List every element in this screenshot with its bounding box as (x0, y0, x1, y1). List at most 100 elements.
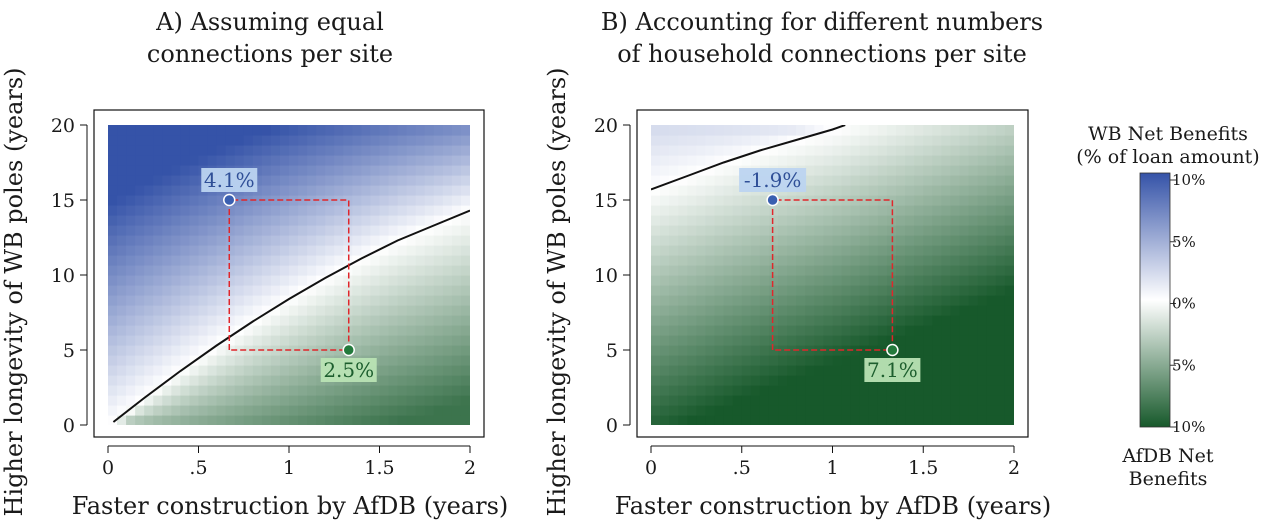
heatmap-cell (732, 345, 743, 356)
heatmap-cell (234, 255, 245, 266)
heatmap-cell (460, 255, 470, 266)
heatmap-cell (216, 295, 227, 306)
heatmap-cell (850, 415, 861, 425)
heatmap-cell (144, 275, 154, 286)
heatmap-cell (361, 145, 372, 156)
heatmap-cell (126, 275, 136, 286)
heatmap-cell (950, 285, 961, 296)
heatmap-cell (859, 345, 870, 356)
heatmap-cell (424, 215, 435, 226)
heatmap-cell (352, 385, 362, 396)
heatmap-cell (289, 235, 299, 246)
heatmap-cell (243, 265, 254, 276)
heatmap-cell (307, 135, 317, 146)
heatmap-cell (805, 245, 815, 256)
heatmap-cell (252, 185, 263, 196)
heatmap-cell (117, 385, 127, 396)
heatmap-cell (805, 315, 815, 326)
heatmap-cell (388, 415, 399, 425)
heatmap-cell (714, 375, 725, 386)
heatmap-cell (968, 265, 979, 276)
heatmap-cell (334, 285, 344, 296)
heatmap-cell (180, 195, 191, 206)
heatmap-cell (705, 415, 716, 425)
heatmap-cell (696, 265, 707, 276)
heatmap-cell (660, 305, 670, 316)
heatmap-cell (189, 225, 200, 236)
heatmap-cell (669, 165, 679, 176)
heatmap-cell (361, 305, 372, 316)
heatmap-cell (941, 125, 952, 136)
heatmap-cell (261, 235, 272, 246)
heatmap-cell (986, 365, 997, 376)
heatmap-cell (180, 335, 191, 346)
y-tick-label: 0 (63, 415, 75, 437)
heatmap-cell (959, 205, 970, 216)
heatmap-cell (298, 145, 308, 156)
heatmap-cell (162, 155, 172, 166)
heatmap-cell (451, 235, 462, 246)
heatmap-cell (787, 335, 797, 346)
heatmap-cell (868, 315, 879, 326)
heatmap-cell (669, 415, 679, 425)
heatmap-cell (370, 405, 381, 416)
heatmap-cell (252, 235, 263, 246)
heatmap-cell (180, 285, 191, 296)
heatmap-cell (126, 205, 136, 216)
heatmap-cell (723, 135, 734, 146)
heatmap-cell (279, 175, 290, 186)
heatmap-cell (370, 225, 381, 236)
heatmap-cell (388, 315, 399, 326)
colorbar-legend: WB Net Benefits (% of loan amount) 10%5%… (1076, 123, 1259, 490)
heatmap-cell (108, 205, 118, 216)
heatmap-cell (741, 355, 752, 366)
heatmap-cell (723, 255, 734, 266)
heatmap-cell (923, 275, 933, 286)
heatmap-cell (198, 225, 209, 236)
heatmap-cell (388, 325, 399, 336)
heatmap-cell (877, 295, 888, 306)
heatmap-cell (189, 295, 200, 306)
heatmap-cell (723, 185, 734, 196)
heatmap-cell (460, 165, 470, 176)
heatmap-cell (388, 265, 399, 276)
heatmap-cell (923, 375, 933, 386)
heatmap-cell (289, 335, 299, 346)
heatmap-cell (1004, 245, 1014, 256)
heatmap-cell (108, 165, 118, 176)
heatmap-cell (361, 245, 372, 256)
heatmap-cell (343, 195, 353, 206)
heatmap-cell (234, 345, 245, 356)
heatmap-cell (189, 265, 200, 276)
heatmap-cell (850, 335, 861, 346)
heatmap-cell (651, 265, 661, 276)
colorbar-ticks: 10%5%0%5%10% (1170, 171, 1205, 436)
heatmap-cell (959, 215, 970, 226)
heatmap-cell (307, 395, 317, 406)
heatmap-cell (334, 275, 344, 286)
heatmap-cell (316, 335, 326, 346)
heatmap-cell (225, 135, 236, 146)
heatmap-cell (959, 155, 970, 166)
heatmap-cell (117, 245, 127, 256)
heatmap-cell (406, 405, 417, 416)
heatmap-cell (959, 225, 970, 236)
heatmap-cell (252, 135, 263, 146)
heatmap-cell (279, 145, 290, 156)
heatmap-cell (977, 175, 988, 186)
heatmap-cell (850, 405, 861, 416)
heatmap-cell (941, 415, 952, 425)
heatmap-cell (814, 125, 825, 136)
heatmap-cell (914, 195, 924, 206)
heatmap-cell (1004, 365, 1014, 376)
heatmap-cell (832, 395, 843, 406)
heatmap-cell (343, 125, 353, 136)
heatmap-cell (950, 295, 961, 306)
heatmap-cell (732, 175, 743, 186)
heatmap-cell (108, 365, 118, 376)
heatmap-cell (995, 125, 1006, 136)
heatmap-cell (968, 355, 979, 366)
heatmap-cell (741, 335, 752, 346)
heatmap-cell (687, 285, 697, 296)
heatmap-cell (270, 385, 281, 396)
